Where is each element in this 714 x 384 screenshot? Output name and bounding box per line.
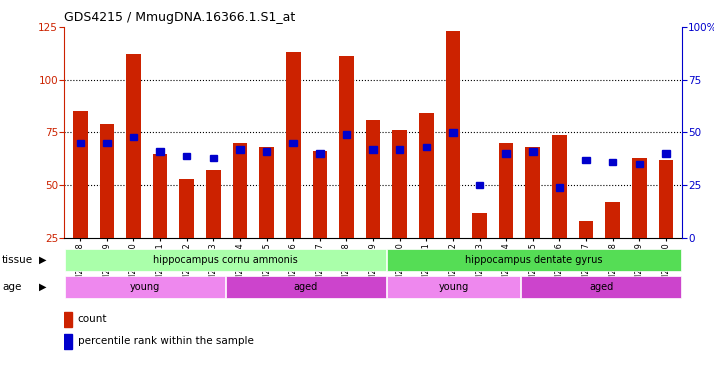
Bar — [73, 111, 88, 238]
Bar — [263, 148, 271, 155]
Bar — [233, 143, 247, 238]
Bar — [236, 146, 243, 152]
Bar — [423, 144, 430, 151]
Bar — [156, 148, 164, 155]
Bar — [65, 276, 225, 298]
Bar — [472, 213, 487, 238]
Bar — [632, 158, 647, 238]
Text: hippocampus dentate gyrus: hippocampus dentate gyrus — [466, 255, 603, 265]
Bar — [396, 146, 403, 152]
Text: hippocampus cornu ammonis: hippocampus cornu ammonis — [153, 255, 298, 265]
Text: percentile rank within the sample: percentile rank within the sample — [78, 336, 253, 346]
Bar — [369, 146, 377, 152]
Bar — [555, 184, 563, 190]
Bar — [339, 56, 353, 238]
Bar — [387, 249, 681, 271]
Bar — [662, 151, 670, 157]
Text: ▶: ▶ — [39, 255, 47, 265]
Bar — [635, 161, 643, 167]
Bar — [103, 140, 111, 146]
Bar — [521, 276, 681, 298]
Bar — [226, 276, 386, 298]
Text: aged: aged — [589, 282, 613, 292]
Bar — [499, 143, 513, 238]
Text: age: age — [2, 282, 21, 292]
Bar — [206, 170, 221, 238]
Title: GDS4215 / MmugDNA.16366.1.S1_at: GDS4215 / MmugDNA.16366.1.S1_at — [64, 11, 296, 24]
Bar — [658, 160, 673, 238]
Bar — [449, 129, 457, 136]
Text: aged: aged — [293, 282, 318, 292]
Bar — [130, 134, 137, 140]
Bar — [64, 334, 72, 349]
Bar — [605, 202, 620, 238]
Bar — [210, 155, 217, 161]
Text: count: count — [78, 314, 107, 324]
Bar — [343, 131, 350, 138]
Bar — [289, 140, 297, 146]
Bar — [529, 148, 536, 155]
Bar — [503, 151, 510, 157]
Bar — [99, 124, 114, 238]
Bar — [179, 179, 194, 238]
Bar — [286, 52, 301, 238]
Bar — [393, 131, 407, 238]
Bar — [419, 114, 433, 238]
Bar — [476, 182, 483, 189]
Bar — [552, 135, 567, 238]
Bar — [183, 152, 191, 159]
Bar — [579, 221, 593, 238]
Text: ▶: ▶ — [39, 282, 47, 292]
Bar — [126, 55, 141, 238]
Bar — [446, 31, 461, 238]
Bar — [259, 147, 274, 238]
Bar — [153, 154, 167, 238]
Bar — [609, 159, 616, 165]
Bar — [387, 276, 521, 298]
Bar — [583, 157, 590, 163]
Bar — [65, 249, 386, 271]
Bar — [316, 151, 323, 157]
Bar — [366, 120, 381, 238]
Bar — [313, 152, 327, 238]
Text: young: young — [438, 282, 469, 292]
Bar — [76, 140, 84, 146]
Bar — [526, 147, 540, 238]
Text: young: young — [130, 282, 160, 292]
Bar — [64, 312, 72, 326]
Text: tissue: tissue — [2, 255, 34, 265]
